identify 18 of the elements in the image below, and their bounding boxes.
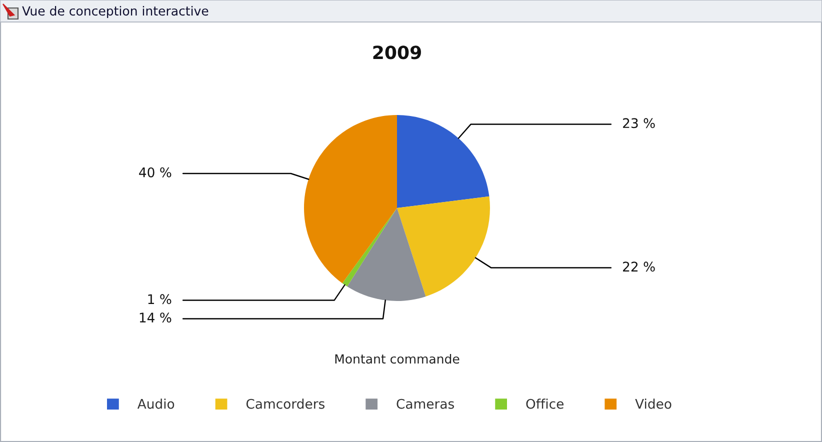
data-label: 14 % (140, 312, 172, 323)
pie-slice (347, 208, 426, 301)
text: Vue de conception interactive (22, 6, 208, 18)
legend-label: Audio (137, 398, 174, 409)
legend-label: Cameras (396, 398, 454, 409)
data-label: 23 % (623, 118, 655, 128)
legend-label: Camcorders (246, 398, 325, 409)
legend-label: Video (635, 398, 672, 409)
data-label: 22 % (623, 262, 655, 272)
pie-slice (397, 196, 490, 296)
data-label: 40 % (139, 167, 172, 178)
text: Montant commande (335, 354, 460, 364)
chart-title: 2009 (373, 46, 421, 60)
data-label: 1 % (148, 294, 172, 304)
pie-slice (342, 208, 397, 287)
pie-slice (304, 115, 397, 284)
legend-label: Office (526, 398, 564, 409)
pie-slice (397, 115, 490, 208)
